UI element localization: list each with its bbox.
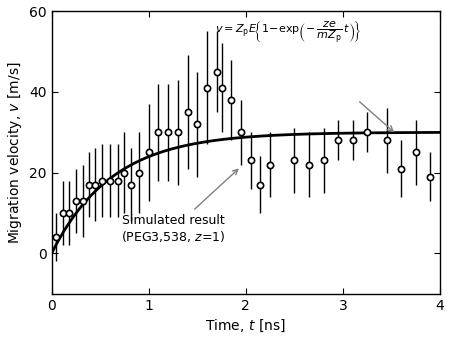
- Text: $v = Z_{\rm p}E\!\left\{1\!-\!\exp\!\left(\!-\dfrac{ze}{mZ_{\rm p}}\,t\right)\!\: $v = Z_{\rm p}E\!\left\{1\!-\!\exp\!\lef…: [215, 19, 361, 46]
- X-axis label: Time, $t$ [ns]: Time, $t$ [ns]: [206, 318, 286, 335]
- Y-axis label: Migration velocity, $v$ [m/s]: Migration velocity, $v$ [m/s]: [5, 61, 23, 244]
- Text: Simulated result
(PEG3,538, $z$=1): Simulated result (PEG3,538, $z$=1): [121, 169, 238, 244]
